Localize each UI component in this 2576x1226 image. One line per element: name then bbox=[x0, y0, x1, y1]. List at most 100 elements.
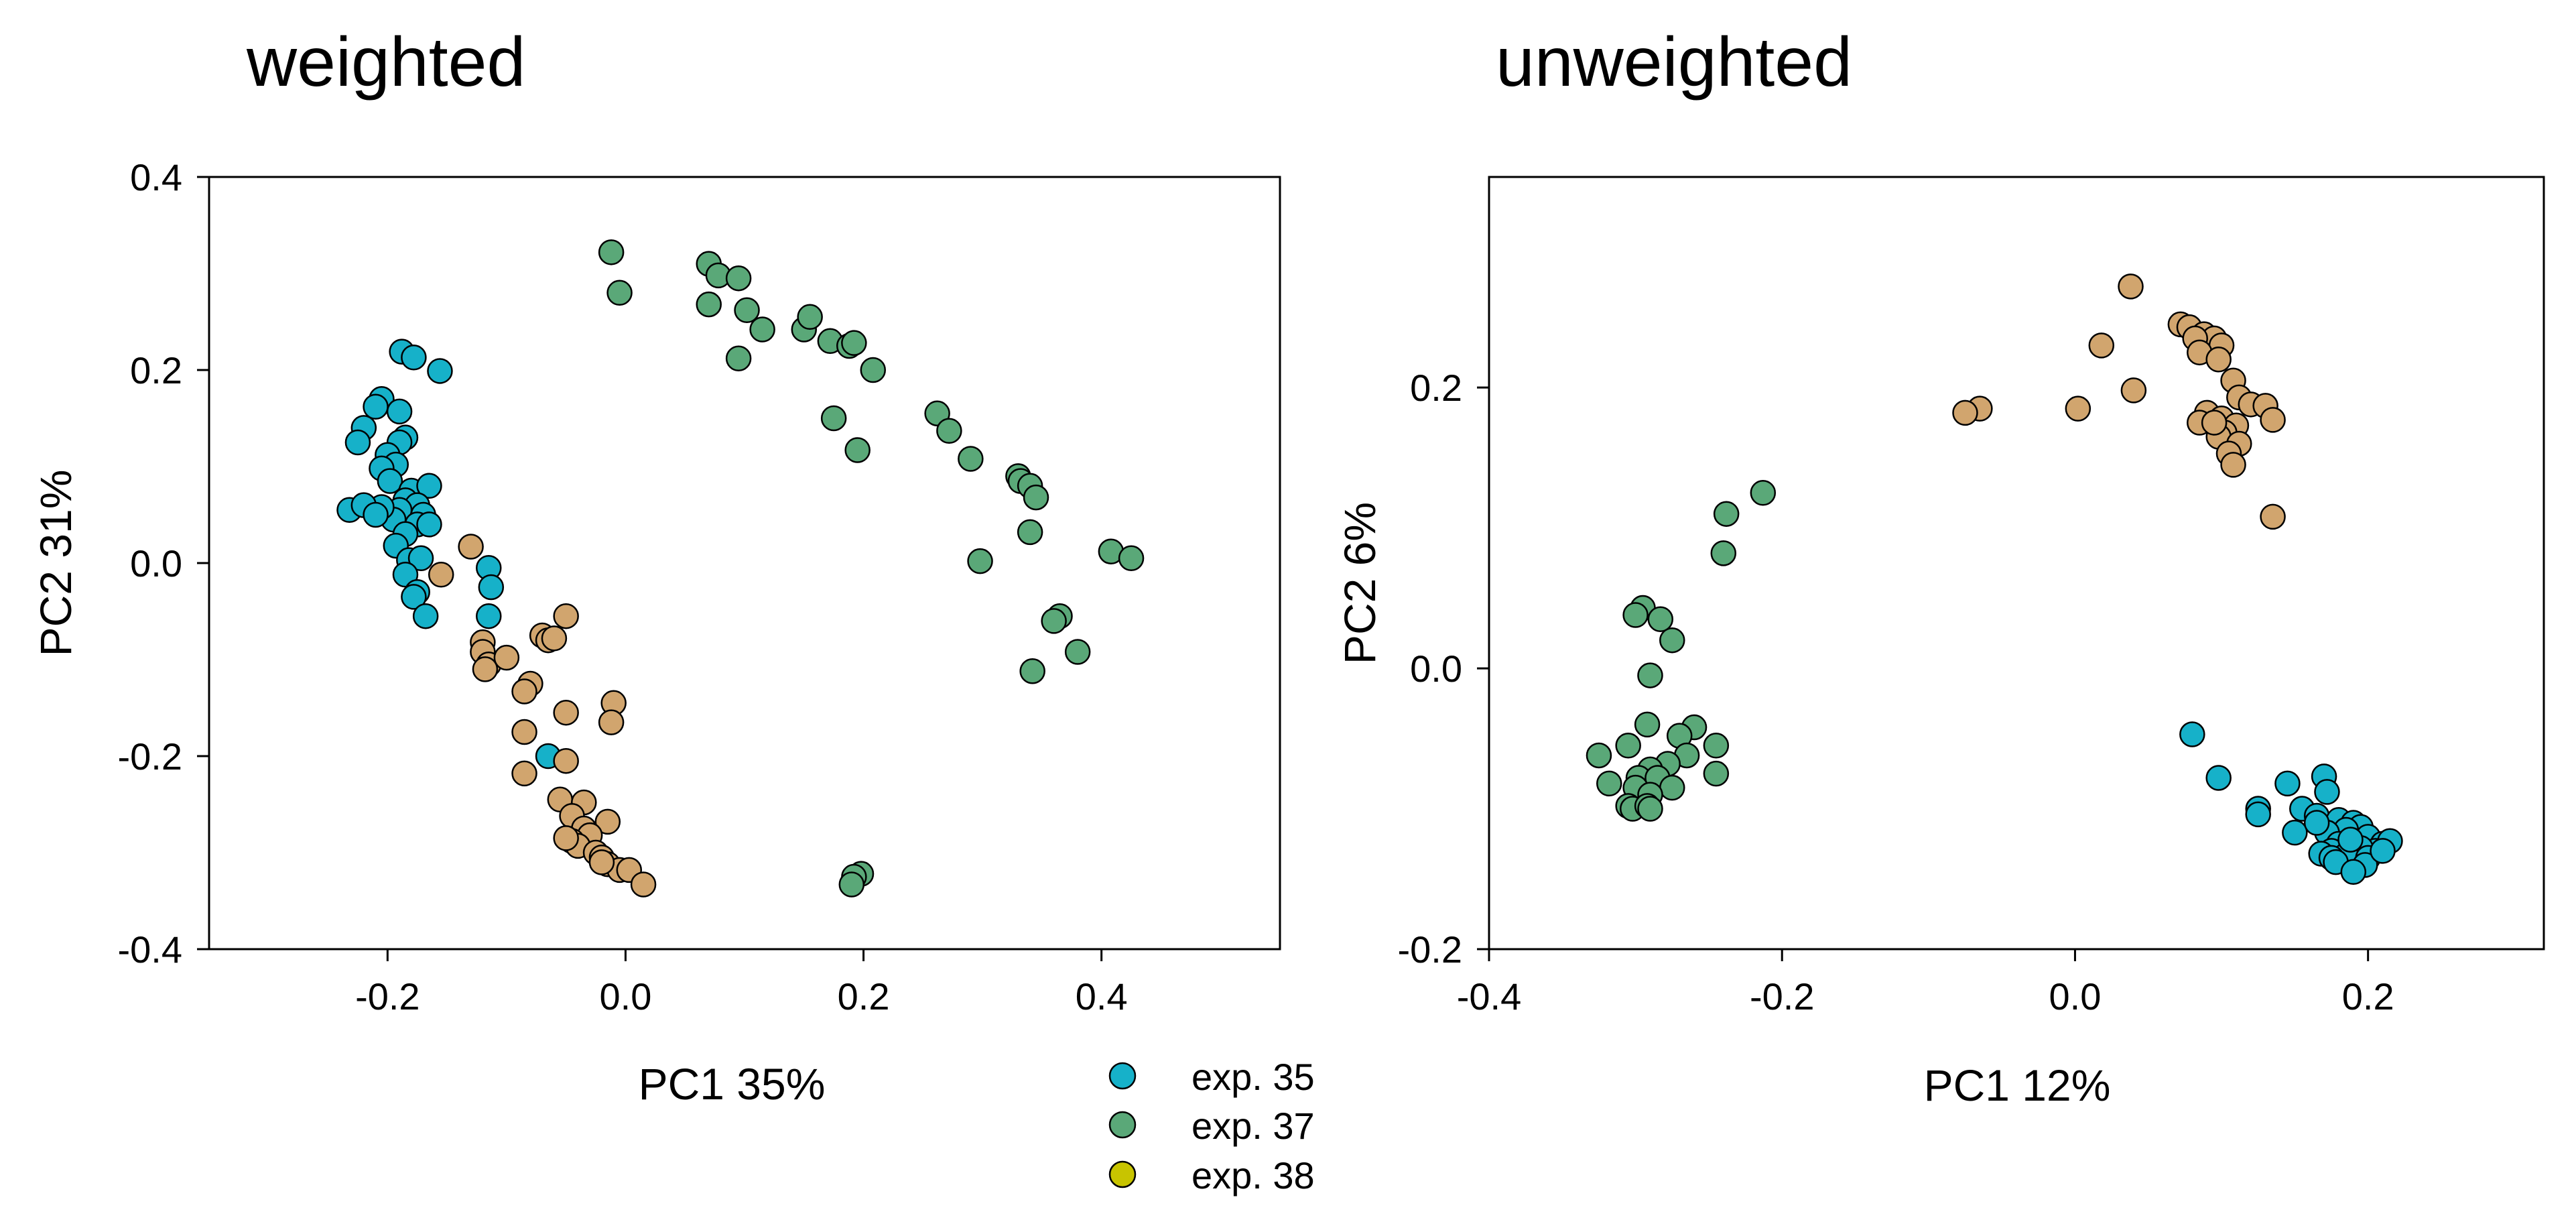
weighted-point-exp-38 bbox=[598, 709, 625, 735]
legend-item-exp-38: exp. 38 bbox=[1108, 1154, 1315, 1197]
weighted-y-tick-label: 0.4 bbox=[130, 156, 182, 198]
unweighted-point-exp-37 bbox=[1659, 627, 1685, 654]
unweighted-point-exp-37 bbox=[1586, 742, 1612, 769]
weighted-point-exp-38 bbox=[553, 603, 579, 629]
unweighted-x-tick-label: -0.4 bbox=[1457, 975, 1522, 1018]
weighted-ticks: -0.2 0.0 0.2 0.4 -0.4 -0.2 0.0 0.2 0.4 bbox=[118, 156, 1128, 1018]
unweighted-point-exp-37 bbox=[1637, 796, 1663, 822]
unweighted-point-exp-38 bbox=[2220, 452, 2246, 478]
weighted-point-exp-37 bbox=[606, 280, 633, 306]
weighted-point-exp-35 bbox=[412, 603, 439, 629]
unweighted-point-exp-38 bbox=[2260, 407, 2286, 433]
unweighted-points bbox=[1586, 273, 2403, 885]
weighted-point-exp-37 bbox=[734, 297, 760, 323]
unweighted-point-exp-37 bbox=[1703, 760, 1730, 787]
legend-marker bbox=[1108, 1160, 1137, 1188]
weighted-point-exp-37 bbox=[841, 330, 867, 356]
weighted-y-axis-label: PC2 31% bbox=[31, 470, 80, 657]
unweighted-y-tick-label: 0.2 bbox=[1410, 367, 1462, 409]
unweighted-point-exp-37 bbox=[1750, 480, 1777, 506]
unweighted-ticks: -0.4 -0.2 0.0 0.2-0.20.00.2 bbox=[1398, 367, 2394, 1018]
weighted-y-tick-label: 0.0 bbox=[130, 542, 182, 585]
weighted-x-tick-label: 0.4 bbox=[1076, 975, 1128, 1018]
weighted-point-exp-35 bbox=[427, 358, 453, 384]
legend-marker bbox=[1108, 1062, 1137, 1090]
weighted-point-exp-38 bbox=[472, 656, 499, 682]
unweighted-point-exp-37 bbox=[1615, 733, 1641, 759]
weighted-panel: weighted -0.2 0.0 0.2 0.4-0.4-0.20.00.20.4 … bbox=[31, 23, 1281, 1109]
weighted-point-exp-35 bbox=[416, 511, 442, 538]
legend-label: exp. 38 bbox=[1192, 1154, 1315, 1197]
weighted-point-exp-35 bbox=[401, 345, 427, 371]
unweighted-x-tick-label: 0.0 bbox=[2049, 975, 2102, 1018]
weighted-point-exp-37 bbox=[797, 304, 823, 330]
unweighted-x-tick-label: 0.2 bbox=[2342, 975, 2394, 1018]
weighted-point-exp-38 bbox=[588, 849, 615, 875]
weighted-point-exp-35 bbox=[416, 473, 442, 499]
weighted-point-exp-38 bbox=[493, 644, 520, 671]
weighted-point-exp-35 bbox=[377, 468, 403, 494]
weighted-point-exp-37 bbox=[860, 357, 887, 383]
unweighted-point-exp-38 bbox=[2065, 395, 2091, 422]
unweighted-x-tick-label: -0.2 bbox=[1750, 975, 1815, 1018]
legend-label: exp. 35 bbox=[1192, 1056, 1315, 1098]
weighted-point-exp-35 bbox=[344, 429, 371, 456]
weighted-point-exp-38 bbox=[594, 808, 621, 835]
weighted-point-exp-37 bbox=[749, 316, 775, 343]
unweighted-point-exp-35 bbox=[2205, 765, 2232, 791]
weighted-point-exp-37 bbox=[1041, 608, 1067, 634]
unweighted-point-exp-37 bbox=[1713, 501, 1740, 527]
legend-label: exp. 37 bbox=[1192, 1105, 1315, 1147]
unweighted-point-exp-35 bbox=[2337, 826, 2364, 853]
weighted-point-exp-37 bbox=[844, 437, 871, 463]
weighted-point-exp-37 bbox=[725, 345, 752, 371]
legend-item-exp-35: exp. 35 bbox=[1108, 1056, 1315, 1098]
unweighted-point-exp-35 bbox=[2370, 838, 2396, 864]
legend-item-exp-37: exp. 37 bbox=[1108, 1105, 1315, 1147]
weighted-point-exp-37 bbox=[1019, 658, 1045, 684]
unweighted-point-exp-38 bbox=[2118, 273, 2144, 300]
unweighted-point-exp-38 bbox=[2120, 377, 2147, 404]
unweighted-point-exp-37 bbox=[1634, 711, 1661, 738]
unweighted-point-exp-35 bbox=[2245, 801, 2271, 828]
weighted-points bbox=[336, 239, 1145, 898]
weighted-point-exp-38 bbox=[511, 760, 537, 787]
weighted-x-tick-label: 0.0 bbox=[600, 975, 652, 1018]
weighted-x-tick-label: 0.2 bbox=[838, 975, 890, 1018]
weighted-point-exp-37 bbox=[696, 291, 722, 318]
weighted-point-exp-35 bbox=[407, 545, 434, 572]
weighted-point-exp-37 bbox=[820, 405, 847, 432]
unweighted-point-exp-35 bbox=[2282, 819, 2308, 846]
weighted-point-exp-38 bbox=[511, 719, 537, 745]
unweighted-point-exp-38 bbox=[2088, 332, 2115, 359]
unweighted-point-exp-35 bbox=[2314, 779, 2340, 805]
unweighted-point-exp-37 bbox=[1622, 602, 1649, 628]
panel-title-unweighted: unweighted bbox=[1496, 23, 1852, 101]
unweighted-point-exp-35 bbox=[2340, 859, 2367, 885]
unweighted-panel: unweighted -0.4 -0.2 0.0 0.2-0.20.00.2 PC1 … bbox=[1335, 23, 2545, 1110]
weighted-point-exp-37 bbox=[1064, 639, 1091, 665]
unweighted-point-exp-37 bbox=[1710, 540, 1737, 566]
weighted-point-exp-38 bbox=[458, 534, 484, 560]
weighted-point-exp-37 bbox=[1023, 484, 1049, 511]
weighted-point-exp-37 bbox=[1017, 519, 1043, 546]
weighted-point-exp-37 bbox=[958, 446, 984, 472]
unweighted-point-exp-37 bbox=[1596, 770, 1622, 797]
weighted-point-exp-37 bbox=[1118, 545, 1145, 572]
weighted-point-exp-38 bbox=[553, 699, 579, 726]
weighted-point-exp-37 bbox=[598, 239, 625, 265]
panel-title-weighted: weighted bbox=[246, 23, 525, 101]
weighted-point-exp-35 bbox=[478, 574, 505, 601]
weighted-point-exp-37 bbox=[936, 418, 962, 444]
unweighted-point-exp-38 bbox=[2201, 410, 2228, 436]
unweighted-point-exp-35 bbox=[2274, 770, 2301, 797]
unweighted-point-exp-37 bbox=[1647, 606, 1674, 633]
weighted-plot-frame bbox=[208, 176, 1281, 951]
weighted-y-tick-label: 0.2 bbox=[130, 349, 182, 391]
weighted-point-exp-38 bbox=[630, 871, 657, 898]
unweighted-point-exp-35 bbox=[2303, 810, 2330, 836]
legend-marker bbox=[1108, 1111, 1137, 1139]
weighted-point-exp-37 bbox=[967, 548, 993, 574]
weighted-point-exp-38 bbox=[511, 678, 537, 704]
